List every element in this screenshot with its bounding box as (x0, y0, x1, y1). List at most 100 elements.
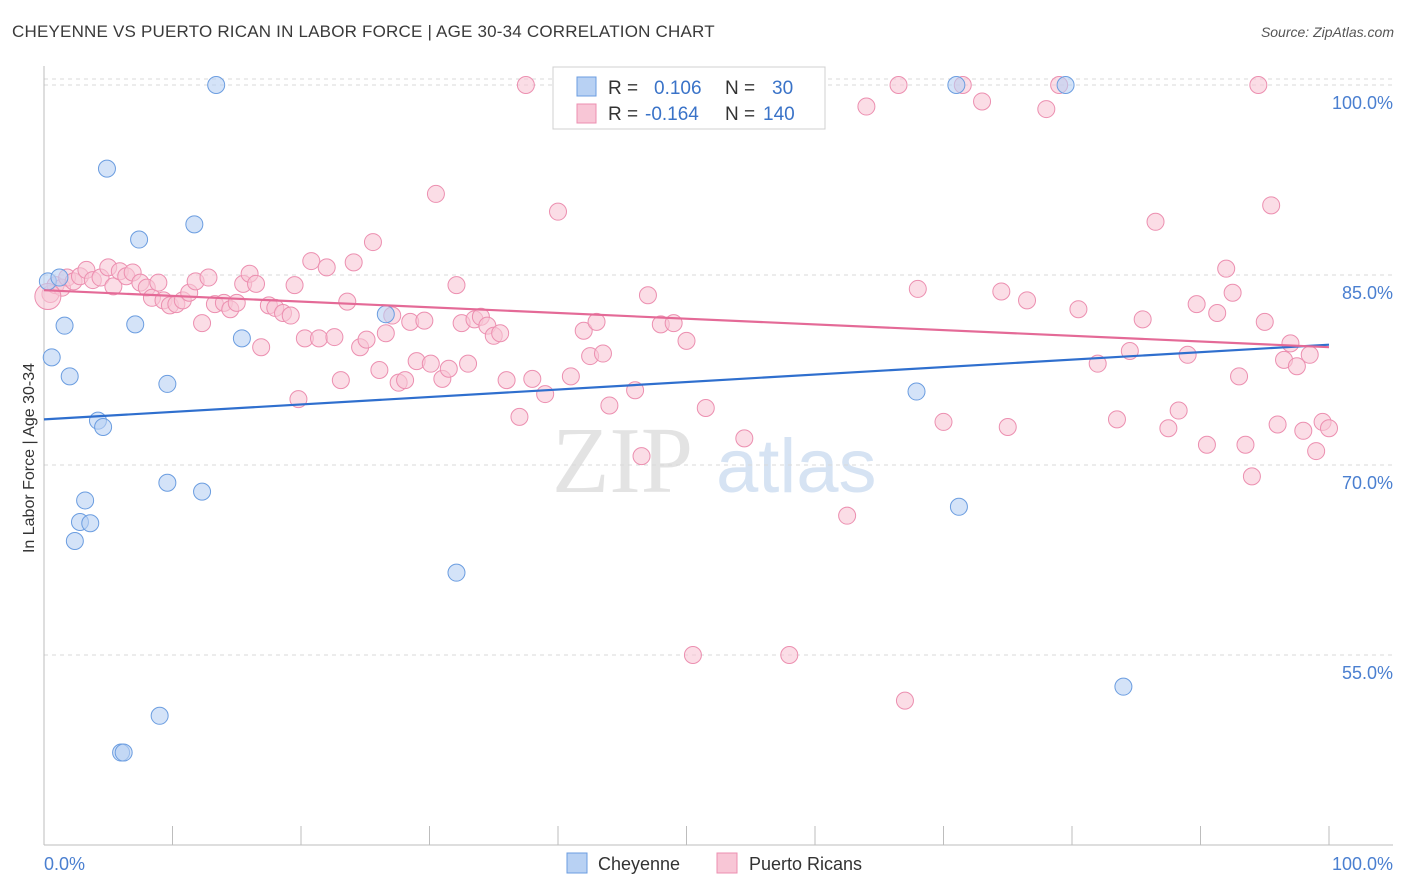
cheyenne-point (158, 374, 177, 393)
puerto-ricans-point (638, 286, 657, 305)
watermark: ZIP atlas (552, 409, 877, 513)
puerto-ricans-point (696, 399, 715, 417)
puerto-ricans-point (357, 330, 376, 349)
puerto-ricans-point (1230, 367, 1249, 386)
puerto-ricans-point (325, 328, 344, 347)
puerto-ricans-point (998, 418, 1017, 436)
puerto-ricans-point (973, 92, 992, 111)
puerto-ricans-point (421, 354, 440, 373)
puerto-ricans-point (1069, 300, 1088, 319)
puerto-ricans-point (199, 268, 218, 287)
puerto-ricans-trend-line (43, 289, 1330, 349)
legend-swatch-puerto-ricans (576, 103, 597, 124)
cheyenne-point (126, 315, 145, 334)
cheyenne-point (207, 76, 226, 94)
puerto-ricans-point (536, 385, 555, 404)
cheyenne-point (97, 159, 116, 178)
puerto-ricans-point (1236, 435, 1255, 454)
puerto-ricans-point (247, 274, 266, 293)
watermark-zip: ZIP (552, 409, 693, 513)
puerto-ricans-point (632, 447, 651, 466)
puerto-ricans-point (426, 184, 445, 203)
puerto-ricans-point (344, 253, 363, 272)
legend-box (552, 66, 826, 130)
puerto-ricans-point (1187, 295, 1206, 314)
cheyenne-point (150, 706, 169, 725)
puerto-ricans-point (574, 321, 593, 340)
cheyenne-point (376, 305, 395, 324)
puerto-ricans-point (149, 273, 168, 292)
x-tick-label-max: 100.0% (1332, 854, 1393, 874)
puerto-ricans-point (1217, 259, 1236, 278)
series-legend-label-puerto-ricans: Puerto Ricans (749, 854, 862, 874)
puerto-ricans-point (309, 329, 328, 348)
puerto-ricans-point (415, 311, 434, 330)
puerto-ricans-point (104, 277, 123, 296)
puerto-ricans-point (1294, 421, 1313, 440)
puerto-ricans-point (447, 276, 466, 295)
legend-r-label-cheyenne: R = (608, 78, 638, 99)
puerto-ricans-point (396, 371, 415, 390)
puerto-ricans-point (895, 691, 914, 710)
puerto-ricans-point (1107, 410, 1126, 429)
legend-swatch-cheyenne (576, 76, 597, 97)
y-axis-label: In Labor Force | Age 30-34 (21, 363, 38, 553)
puerto-ricans-point (1197, 435, 1216, 454)
x-tick-label-min: 0.0% (44, 854, 85, 874)
x-tick-marks (43, 826, 1330, 845)
y-tick-labels: 55.0% 70.0% 85.0% 100.0% (1332, 93, 1393, 683)
y-tick-label: 85.0% (1342, 283, 1393, 303)
cheyenne-point (114, 743, 133, 762)
y-tick-label: 100.0% (1332, 93, 1393, 113)
puerto-ricans-point (1208, 304, 1227, 322)
puerto-ricans-point (600, 396, 619, 415)
puerto-ricans-point (934, 412, 953, 431)
puerto-ricans-point (227, 293, 246, 312)
puerto-ricans-point (1018, 291, 1037, 310)
puerto-ricans-point (992, 282, 1011, 301)
puerto-ricans-point (1133, 310, 1152, 329)
cheyenne-point (76, 491, 95, 510)
cheyenne-point (947, 76, 966, 94)
y-tick-label: 55.0% (1342, 663, 1393, 683)
trend-lines (43, 289, 1330, 421)
cheyenne-point (447, 563, 466, 582)
puerto-ricans-point (252, 338, 271, 357)
puerto-ricans-point (889, 76, 908, 94)
legend-r-label-puerto-ricans: R = (608, 104, 638, 125)
puerto-ricans-points (34, 76, 1338, 710)
series-legend-label-cheyenne: Cheyenne (598, 854, 680, 874)
puerto-ricans-point (302, 252, 321, 271)
puerto-ricans-point (683, 646, 702, 664)
cheyenne-point (42, 348, 61, 367)
puerto-ricans-point (735, 429, 754, 448)
legend-r-value-puerto-ricans: -0.164 (645, 104, 699, 125)
puerto-ricans-point (1268, 415, 1287, 434)
puerto-ricans-point (1287, 357, 1306, 376)
puerto-ricans-point (1249, 76, 1268, 94)
cheyenne-point (185, 215, 204, 234)
puerto-ricans-point (838, 506, 857, 525)
puerto-ricans-point (281, 306, 300, 325)
puerto-ricans-point (908, 279, 927, 298)
legend-n-value-puerto-ricans: 140 (763, 104, 795, 125)
legend-n-label-cheyenne: N = (725, 78, 755, 99)
puerto-ricans-point (1242, 467, 1261, 486)
puerto-ricans-point (376, 324, 395, 343)
puerto-ricans-point (587, 312, 606, 331)
puerto-ricans-point (1169, 401, 1188, 420)
cheyenne-point (130, 230, 149, 249)
puerto-ricans-point (523, 369, 542, 388)
puerto-ricans-point (285, 276, 304, 295)
puerto-ricans-point (497, 371, 516, 390)
chart-source: Source: ZipAtlas.com (1260, 24, 1394, 40)
cheyenne-point (50, 268, 69, 287)
puerto-ricans-point (780, 646, 799, 664)
puerto-ricans-point (491, 324, 510, 343)
cheyenne-trend-line (43, 343, 1330, 421)
puerto-ricans-point (370, 361, 389, 379)
puerto-ricans-point (857, 97, 876, 116)
puerto-ricans-point (593, 344, 612, 363)
puerto-ricans-point (1281, 334, 1300, 353)
puerto-ricans-point (516, 76, 535, 94)
